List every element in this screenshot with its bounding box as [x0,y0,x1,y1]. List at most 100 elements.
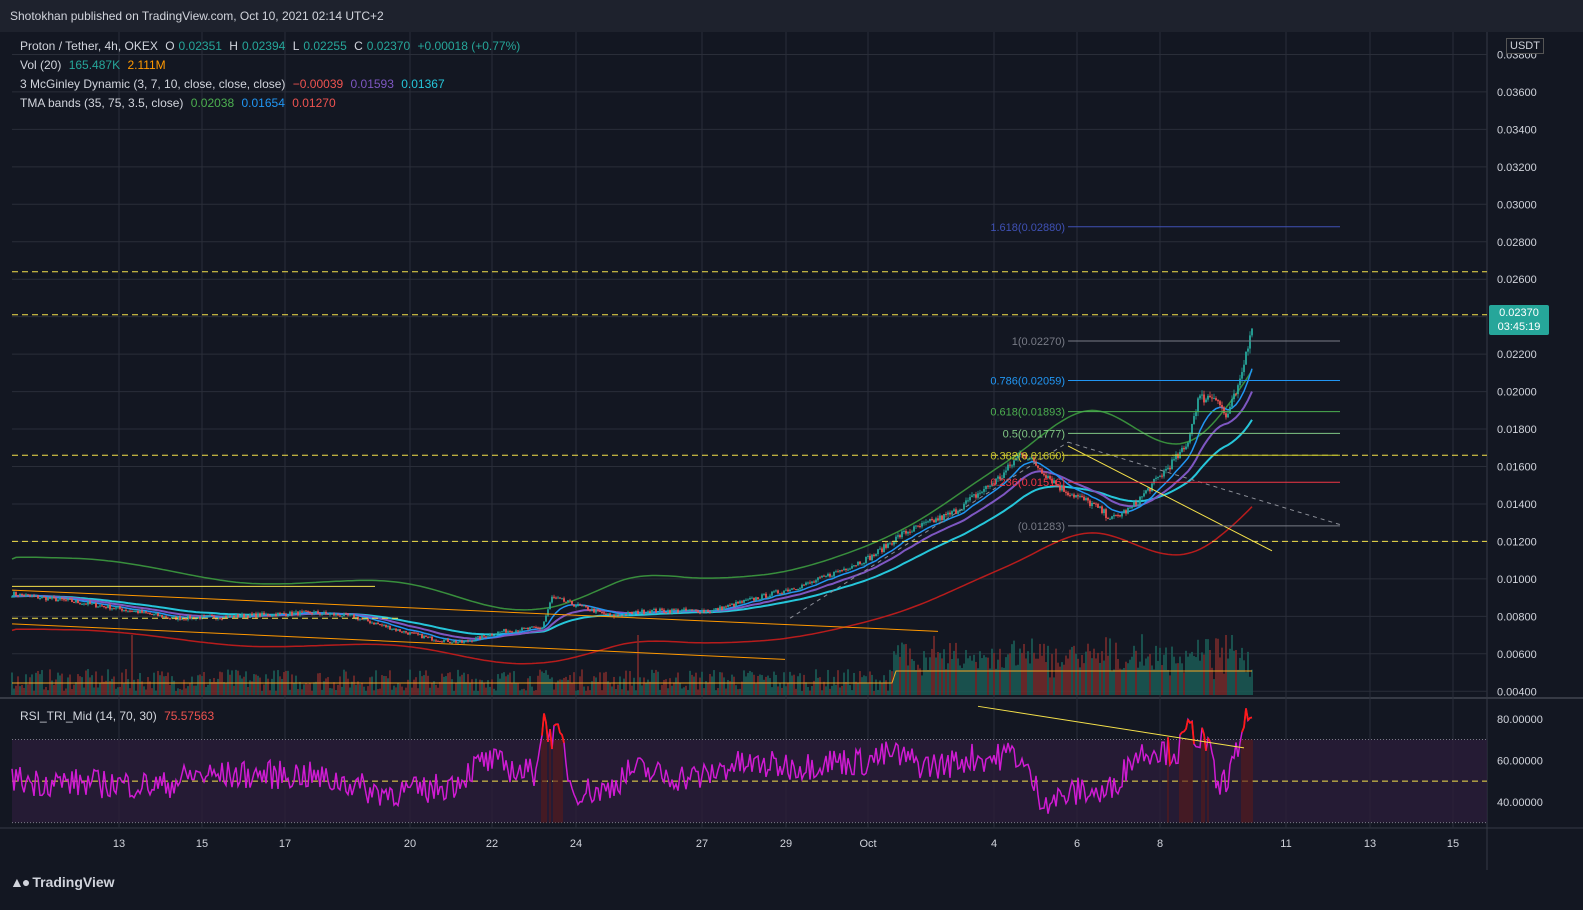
volume-bar [855,681,857,695]
volume-bar [163,676,165,695]
volume-bar [549,678,551,695]
candle-body [1107,517,1109,519]
volume-bar [821,690,823,695]
candle-body [665,612,667,614]
volume-bar [953,650,955,695]
volume-bar [1007,654,1009,695]
candle-body [1031,457,1033,459]
candle-body [27,594,29,596]
candle-body [345,613,347,615]
volume-bar [79,676,81,695]
volume-legend: Vol (20) 165.487K 2.111M [20,58,170,72]
candle-body [1089,500,1091,506]
volume-bar [179,689,181,695]
volume-bar [353,675,355,695]
candle-body [1053,480,1055,484]
volume-bar [823,681,825,695]
volume-bar [1191,651,1193,695]
candle-body [475,637,477,641]
volume-title: Vol (20) [20,58,62,72]
candle-body [157,613,159,617]
candle-body [211,615,213,617]
volume-bar [343,669,345,695]
volume-bar [611,686,613,695]
candle-body [1197,398,1199,413]
volume-bar [15,685,17,695]
time-tick-label: 29 [780,838,792,850]
volume-bar [1121,669,1123,695]
rsi-overbought-fill [1179,739,1181,823]
candle-body [369,621,371,624]
candle-body [1113,514,1115,517]
candle-body [1171,459,1173,470]
rsi-overbought-line [541,708,1253,765]
candle-body [39,597,41,599]
volume-bar [1099,662,1101,695]
volume-bar [649,681,651,695]
candle-body [747,599,749,601]
candle-body [633,612,635,614]
candle-body [753,597,755,601]
volume-bar [781,687,783,695]
price-tick-label: 0.01400 [1497,499,1537,511]
candle-body [21,593,23,595]
candle-body [275,614,277,617]
volume-bar [25,674,27,695]
volume-bar [741,681,743,695]
volume-ma-value: 2.111M [127,58,166,72]
candle-body [489,634,491,637]
volume-bar [1217,638,1219,695]
publish-bar: Shotokhan published on TradingView.com, … [0,0,1583,32]
candle-body [605,613,607,615]
volume-bar [129,688,131,695]
volume-bar [901,642,903,695]
price-chart[interactable]: 0.038000.036000.034000.032000.030000.028… [0,32,1583,870]
volume-bar [1233,650,1235,695]
volume-bar [739,688,741,695]
candle-body [491,634,493,636]
volume-bar [107,669,109,695]
volume-bar [169,684,171,695]
volume-bar [875,679,877,695]
tradingview-logo[interactable]: ▲● TradingView [10,874,115,890]
currency-label[interactable]: USDT [1506,38,1544,54]
candle-body [857,561,859,566]
volume-bar [75,682,77,695]
candle-body [497,631,499,634]
candle-body [869,555,871,561]
rsi-overbought-fill [1201,739,1203,823]
volume-bar [999,648,1001,695]
candle-body [917,525,919,527]
candle-body [523,627,525,629]
candle-body [661,608,663,610]
tma-lower-band [11,506,1253,665]
candle-body [657,612,659,614]
volume-bar [635,690,637,695]
candle-body [313,611,315,614]
candle-body [841,570,843,572]
price-tick-label: 0.02800 [1497,237,1537,249]
volume-bar [881,683,883,695]
candle-body [1169,467,1171,470]
volume-bar [887,690,889,695]
candle-body [13,591,15,597]
candle-body [613,614,615,618]
candle-body [547,609,549,616]
volume-bar [523,688,525,695]
candle-body [183,618,185,620]
volume-bar [613,676,615,695]
rsi-overbought-fill [549,739,551,823]
candle-body [965,500,967,504]
time-tick-label: 4 [991,838,997,850]
candle-body [769,595,771,598]
candle-body [713,609,715,611]
volume-bar [311,690,313,695]
candle-body [337,613,339,616]
candle-body [1155,477,1157,479]
candle-body [1203,394,1205,403]
candle-body [149,613,151,615]
volume-bar [317,673,319,695]
volume-bar [883,675,885,695]
candle-body [1149,488,1151,492]
candle-body [69,598,71,600]
